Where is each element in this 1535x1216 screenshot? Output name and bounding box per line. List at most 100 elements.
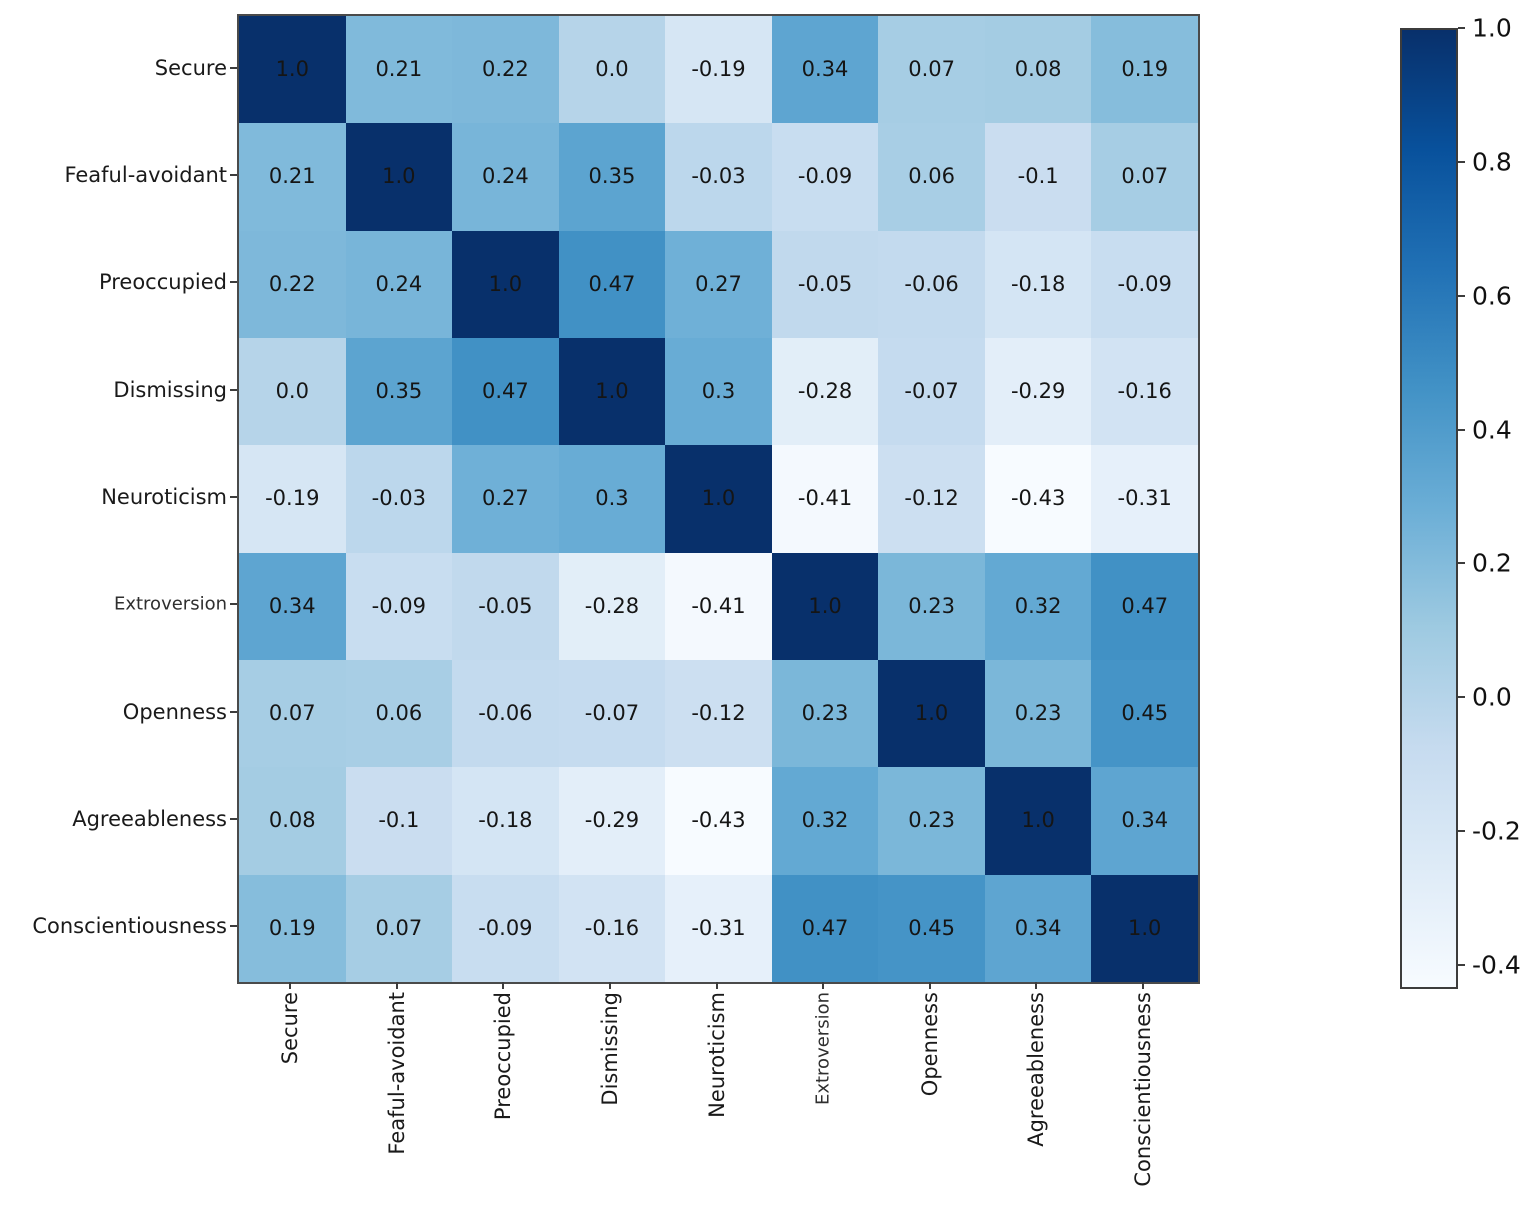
x-tick-label-Conscientiousness: Conscientiousness [1130,992,1155,1187]
y-axis-tick [230,496,237,498]
colorbar-tick-label-0.6: 0.6 [1472,281,1512,311]
y-tick-label-Preoccupied: Preoccupied [98,270,227,295]
x-tick-label-Neuroticism: Neuroticism [704,992,729,1118]
heatmap-cell-Feaful-avoidant-Preoccupied: 0.24 [452,123,559,231]
heatmap-cell-Feaful-avoidant-Openness: 0.06 [878,123,985,231]
heatmap-cell-Agreeableness-Dismissing: -0.29 [558,767,666,875]
heatmap-cell-Preoccupied-Dismissing: 0.47 [558,230,666,338]
heatmap-cell-Conscientiousness-Neuroticism: -0.31 [665,874,772,982]
heatmap-cell-Agreeableness-Extroversion: 0.32 [771,767,879,875]
y-tick-label-Secure: Secure [154,55,227,80]
heatmap-cell-Openness-Dismissing: -0.07 [558,660,666,768]
heatmap-cell-Agreeableness-Feaful-avoidant: -0.1 [345,767,453,875]
heatmap-cell-Openness-Preoccupied: -0.06 [452,660,559,768]
heatmap-cell-Conscientiousness-Dismissing: -0.16 [558,874,666,982]
heatmap-cell-Extroversion-Dismissing: -0.28 [558,552,666,660]
heatmap-cell-Neuroticism-Neuroticism: 1.0 [665,445,772,553]
heatmap-cell-Extroversion-Agreeableness: 0.32 [984,552,1092,660]
heatmap-cell-Openness-Agreeableness: 0.23 [984,660,1092,768]
heatmap-cell-Neuroticism-Dismissing: 0.3 [558,445,666,553]
heatmap-cell-Secure-Openness: 0.07 [878,16,985,124]
heatmap-cell-Dismissing-Dismissing: 1.0 [558,338,666,446]
y-axis-tick [230,66,237,69]
x-tick-label-Agreeableness: Agreeableness [1024,992,1049,1147]
y-axis-tick [230,710,237,713]
heatmap-cell-Dismissing-Extroversion: -0.28 [771,338,879,446]
x-axis-tick [1035,982,1038,989]
y-tick-label-Conscientiousness: Conscientiousness [32,914,227,939]
heatmap-cell-Neuroticism-Secure: -0.19 [239,445,346,553]
heatmap-cell-Openness-Feaful-avoidant: 0.06 [345,660,453,768]
heatmap-cell-Agreeableness-Conscientiousness: 0.34 [1091,767,1198,875]
heatmap-cell-Feaful-avoidant-Secure: 0.21 [239,123,346,231]
colorbar-tick [1458,428,1465,431]
y-axis-tick [230,925,237,928]
heatmap-cell-Feaful-avoidant-Extroversion: -0.09 [771,123,879,231]
y-axis-tick [230,281,237,284]
x-tick-label-Openness: Openness [917,992,942,1097]
y-tick-label-Neuroticism: Neuroticism [101,485,227,509]
heatmap-cell-Feaful-avoidant-Neuroticism: -0.03 [665,123,772,231]
heatmap-cell-Conscientiousness-Feaful-avoidant: 0.07 [345,874,453,982]
heatmap-cell-Conscientiousness-Conscientiousness: 1.0 [1091,874,1198,982]
heatmap-cell-Agreeableness-Preoccupied: -0.18 [452,767,559,875]
heatmap-cell-Neuroticism-Feaful-avoidant: -0.03 [345,445,453,553]
colorbar-tick-label-0.2: 0.2 [1472,548,1512,578]
colorbar-tick-label-0.8: 0.8 [1472,147,1512,177]
colorbar-tick [1458,830,1465,833]
heatmap-cell-Dismissing-Agreeableness: -0.29 [984,338,1092,446]
colorbar-tick-label--0.2: -0.2 [1472,816,1521,846]
heatmap-cell-Secure-Extroversion: 0.34 [771,16,879,124]
colorbar-tick [1458,696,1465,699]
y-tick-label-Dismissing: Dismissing [113,377,227,402]
x-axis-tick [715,982,718,989]
heatmap-cell-Extroversion-Feaful-avoidant: -0.09 [345,552,453,660]
heatmap-cell-Extroversion-Neuroticism: -0.41 [665,552,772,660]
heatmap-cell-Openness-Conscientiousness: 0.45 [1091,660,1198,768]
colorbar-tick-label-0.4: 0.4 [1472,415,1512,445]
y-tick-label-Agreeableness: Agreeableness [72,807,227,831]
heatmap-cell-Openness-Openness: 1.0 [878,660,985,768]
x-tick-label-Feaful-avoidant: Feaful-avoidant [384,992,409,1155]
heatmap-cell-Extroversion-Conscientiousness: 0.47 [1091,552,1198,660]
heatmap-cell-Secure-Feaful-avoidant: 0.21 [345,16,453,124]
y-axis-tick [230,818,237,820]
heatmap-cell-Dismissing-Conscientiousness: -0.16 [1091,338,1198,446]
heatmap-cell-Feaful-avoidant-Dismissing: 0.35 [558,123,666,231]
heatmap-cell-Feaful-avoidant-Agreeableness: -0.1 [984,123,1092,231]
heatmap-cell-Openness-Neuroticism: -0.12 [665,660,772,768]
x-tick-label-Dismissing: Dismissing [597,992,622,1106]
x-axis-tick [395,982,398,989]
heatmap-cell-Preoccupied-Secure: 0.22 [239,230,346,338]
heatmap-cell-Secure-Conscientiousness: 0.19 [1091,16,1198,124]
x-tick-label-Secure: Secure [278,992,303,1065]
heatmap-cell-Preoccupied-Openness: -0.06 [878,230,985,338]
heatmap-cell-Neuroticism-Extroversion: -0.41 [771,445,879,553]
y-axis-tick [230,603,237,606]
heatmap-cell-Extroversion-Extroversion: 1.0 [771,552,879,660]
x-axis-tick [1141,982,1144,989]
x-axis-tick [822,982,825,989]
heatmap-cell-Dismissing-Openness: -0.07 [878,338,985,446]
x-axis-tick [928,982,931,989]
y-axis-tick [230,388,237,391]
heatmap-cell-Dismissing-Preoccupied: 0.47 [452,338,559,446]
heatmap-cell-Neuroticism-Openness: -0.12 [878,445,985,553]
y-tick-label-Extroversion: Extroversion [113,593,227,615]
heatmap-cell-Neuroticism-Preoccupied: 0.27 [452,445,559,553]
y-axis-tick [230,174,237,176]
y-tick-label-Feaful-avoidant: Feaful-avoidant [64,163,227,187]
heatmap-cell-Dismissing-Neuroticism: 0.3 [665,338,772,446]
colorbar-tick-label--0.4: -0.4 [1472,950,1521,980]
colorbar-tick [1458,294,1465,297]
heatmap-cell-Conscientiousness-Extroversion: 0.47 [771,874,879,982]
x-axis-tick [289,982,292,989]
heatmap-cell-Agreeableness-Agreeableness: 1.0 [984,767,1092,875]
heatmap-cell-Preoccupied-Agreeableness: -0.18 [984,230,1092,338]
heatmap-cell-Agreeableness-Openness: 0.23 [878,767,985,875]
heatmap-cell-Secure-Neuroticism: -0.19 [665,16,772,124]
heatmap-cell-Preoccupied-Preoccupied: 1.0 [452,230,559,338]
heatmap-cell-Extroversion-Preoccupied: -0.05 [452,552,559,660]
colorbar-tick-label-0.0: 0.0 [1472,682,1512,712]
heatmap-cell-Preoccupied-Conscientiousness: -0.09 [1091,230,1198,338]
